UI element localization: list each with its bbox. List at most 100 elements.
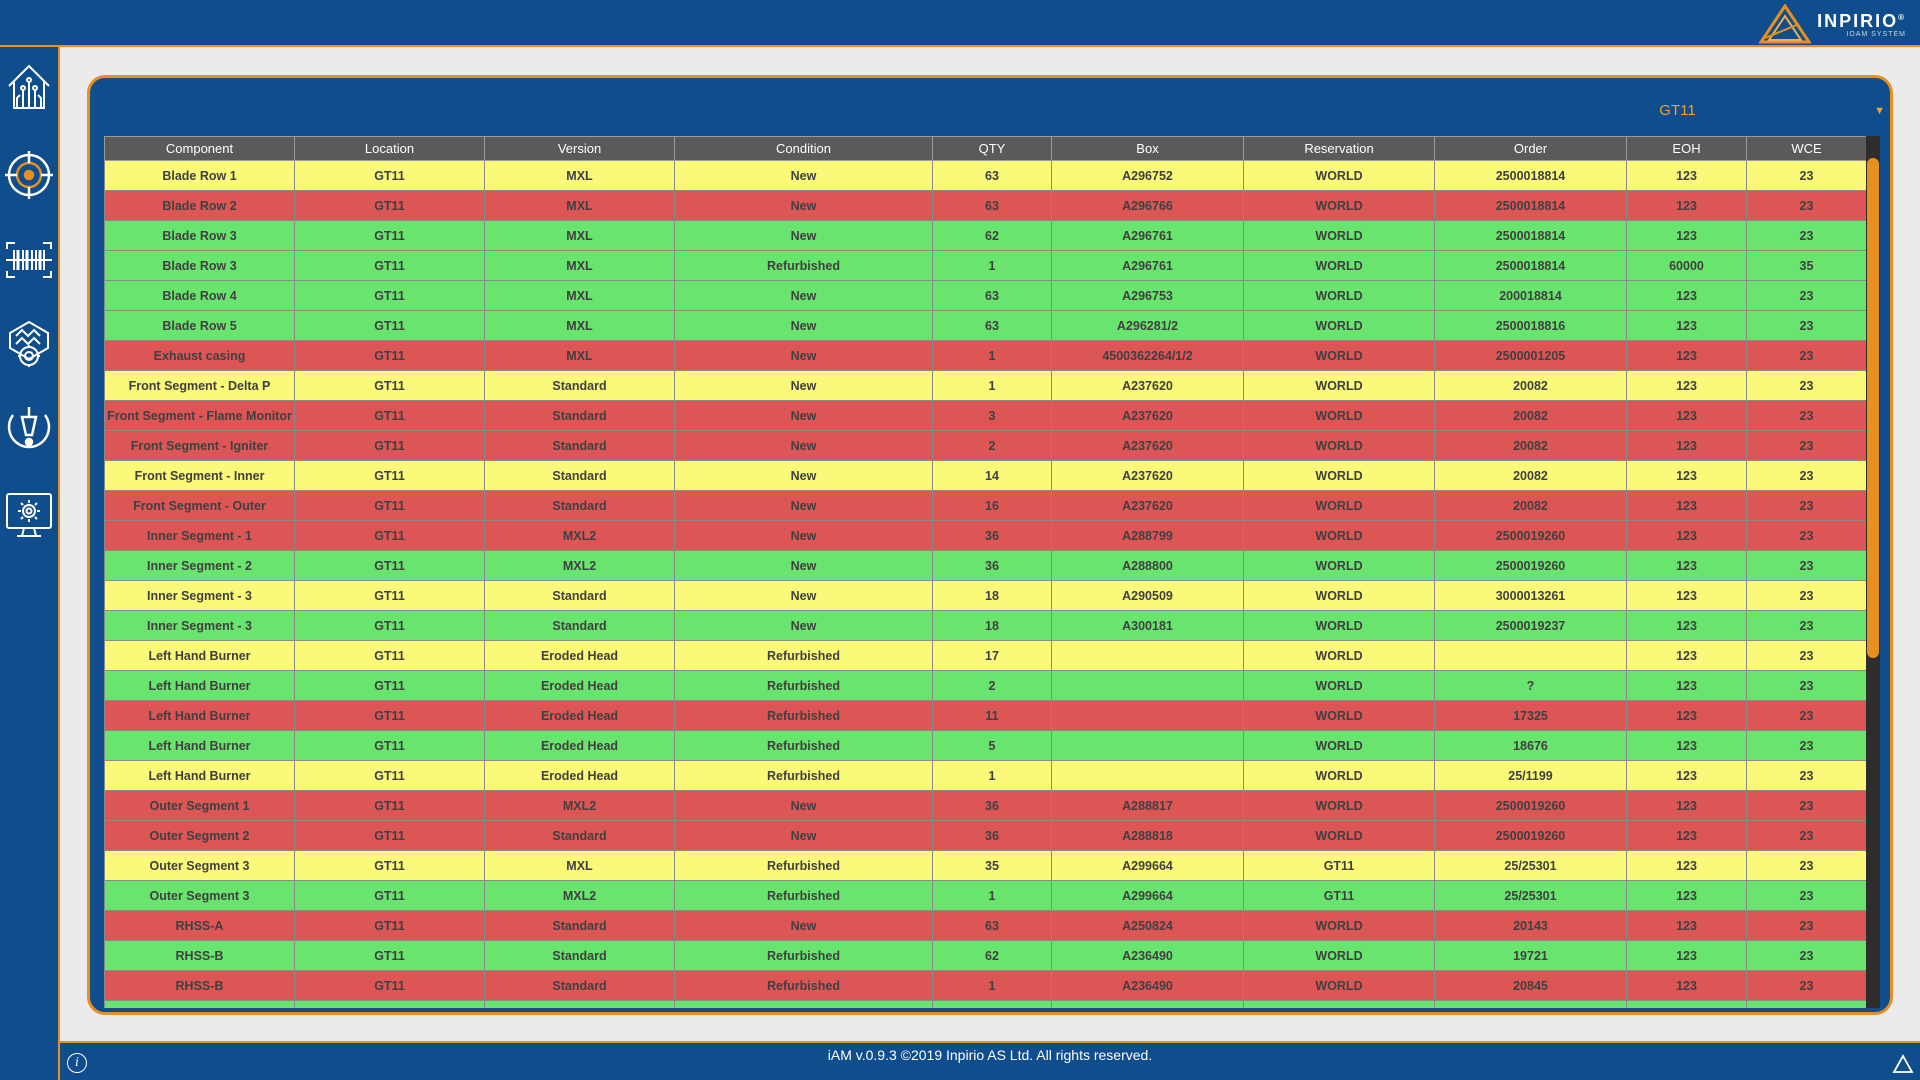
table-row[interactable]: Blade Row 4 GT11 MXL New 63 A296753 WORLD 20001…: [104, 280, 1867, 311]
table-cell: [1626, 1000, 1747, 1008]
table-cell: GT11: [294, 340, 485, 371]
table-cell: WORLD: [1243, 280, 1435, 311]
table-cell: 1: [932, 970, 1052, 1001]
sidebar-item-settings[interactable]: [0, 480, 58, 550]
table-cell: 123: [1626, 370, 1747, 401]
table-row[interactable]: Inner Segment - 1 GT11 MXL2 New 36 A288799 WOR…: [104, 520, 1867, 551]
table-row[interactable]: Front Segment - Igniter GT11 Standard New 2 A…: [104, 430, 1867, 461]
table-cell: A236490: [1051, 940, 1244, 971]
home-circuit-icon: [8, 64, 50, 109]
table-cell: 16: [932, 490, 1052, 521]
inpirio-triangle-icon: [1759, 3, 1812, 43]
table-row[interactable]: Inner Segment - 2 GT11 MXL2 New 36 A288800 WOR…: [104, 550, 1867, 581]
table-row[interactable]: RHSS-B GT11 Standard Refurbished 1 A236490 WOR…: [104, 970, 1867, 1001]
column-header[interactable]: Box: [1051, 136, 1244, 161]
table-cell: Standard: [484, 940, 675, 971]
column-header[interactable]: Order: [1434, 136, 1627, 161]
table-cell: [104, 1000, 295, 1008]
table-row[interactable]: Blade Row 1 GT11 MXL New 63 A296752 WORLD 25000…: [104, 160, 1867, 191]
table-cell: 23: [1746, 820, 1867, 851]
column-header[interactable]: Reservation: [1243, 136, 1435, 161]
barcode-scanner-icon: [6, 242, 52, 278]
table-row[interactable]: Outer Segment 3 GT11 MXL2 Refurbished 1 A2996…: [104, 880, 1867, 911]
table-row[interactable]: Blade Row 3 GT11 MXL New 62 A296761 WORLD 25000…: [104, 220, 1867, 251]
table-cell: 1: [932, 340, 1052, 371]
table-cell: New: [674, 460, 933, 491]
table-row[interactable]: Blade Row 3 GT11 MXL Refurbished 1 A296761 WOR…: [104, 250, 1867, 281]
table-cell: GT11: [1243, 850, 1435, 881]
table-cell: 123: [1626, 310, 1747, 341]
table-row[interactable]: Left Hand Burner GT11 Eroded Head Refurbish…: [104, 700, 1867, 731]
sidebar-item-parts[interactable]: [0, 310, 58, 380]
table-cell: A237620: [1051, 400, 1244, 431]
table-row[interactable]: Inner Segment - 3 GT11 Standard New 18 A29050…: [104, 580, 1867, 611]
sidebar-item-home[interactable]: [0, 52, 58, 122]
table-row[interactable]: Front Segment - Delta P GT11 Standard New 1 A…: [104, 370, 1867, 401]
column-header[interactable]: EOH: [1626, 136, 1747, 161]
table-cell: New: [674, 550, 933, 581]
table-row[interactable]: Front Segment - Outer GT11 Standard New 16 A2…: [104, 490, 1867, 521]
table-cell: New: [674, 220, 933, 251]
table-cell: 17: [932, 640, 1052, 671]
table-cell: A237620: [1051, 460, 1244, 491]
table-cell: 63: [932, 910, 1052, 941]
table-cell: A299664: [1051, 880, 1244, 911]
column-header[interactable]: Condition: [674, 136, 933, 161]
triangle-logo-icon[interactable]: [1892, 1054, 1914, 1074]
table-cell: [674, 1000, 933, 1008]
table-row[interactable]: Front Segment - Flame Monitor GT11 Standar…: [104, 400, 1867, 431]
scrollbar-thumb[interactable]: [1867, 158, 1879, 658]
table-cell: 123: [1626, 580, 1747, 611]
table-row[interactable]: Blade Row 5 GT11 MXL New 63 A296281/2 WORLD 250…: [104, 310, 1867, 341]
chevron-down-icon: ▼: [1874, 105, 1885, 117]
table-cell: GT11: [294, 790, 485, 821]
column-header[interactable]: Component: [104, 136, 295, 161]
table-cell: Refurbished: [674, 700, 933, 731]
table-cell: A236490: [1051, 970, 1244, 1001]
table-row[interactable]: Outer Segment 1 GT11 MXL2 New 36 A288817 WORLD…: [104, 790, 1867, 821]
table-row[interactable]: [104, 1000, 1867, 1008]
table-cell: A300181: [1051, 610, 1244, 641]
column-header[interactable]: WCE: [1746, 136, 1867, 161]
table-cell: [1051, 1000, 1244, 1008]
table-cell: 63: [932, 160, 1052, 191]
table-cell: Standard: [484, 910, 675, 941]
column-header[interactable]: Location: [294, 136, 485, 161]
table-row[interactable]: Outer Segment 2 GT11 Standard New 36 A288818 W…: [104, 820, 1867, 851]
table-cell: 123: [1626, 700, 1747, 731]
table-cell: Refurbished: [674, 670, 933, 701]
table-row[interactable]: Inner Segment - 3 GT11 Standard New 18 A30018…: [104, 610, 1867, 641]
info-icon[interactable]: i: [67, 1053, 87, 1073]
table-scrollbar[interactable]: [1866, 136, 1880, 1008]
table-cell: Refurbished: [674, 730, 933, 761]
table-row[interactable]: Left Hand Burner GT11 Eroded Head Refurbish…: [104, 730, 1867, 761]
table-row[interactable]: Left Hand Burner GT11 Eroded Head Refurbish…: [104, 760, 1867, 791]
table-cell: A250824: [1051, 910, 1244, 941]
table-cell: ?: [1434, 670, 1627, 701]
sidebar-item-alerts[interactable]: [0, 395, 58, 465]
table-cell: 11: [932, 700, 1052, 731]
table-row[interactable]: RHSS-B GT11 Standard Refurbished 62 A236490 WO…: [104, 940, 1867, 971]
table-row[interactable]: Left Hand Burner GT11 Eroded Head Refurbish…: [104, 670, 1867, 701]
table-row[interactable]: Outer Segment 3 GT11 MXL Refurbished 35 A2996…: [104, 850, 1867, 881]
table-cell: [484, 1000, 675, 1008]
location-selector-value: GT11: [1659, 102, 1696, 119]
table-cell: Refurbished: [674, 970, 933, 1001]
table-cell: 123: [1626, 430, 1747, 461]
table-cell: A237620: [1051, 370, 1244, 401]
table-row[interactable]: Blade Row 2 GT11 MXL New 63 A296766 WORLD 25000…: [104, 190, 1867, 221]
location-selector[interactable]: GT11 ▼: [1470, 100, 1885, 122]
table-cell: MXL2: [484, 880, 675, 911]
column-header[interactable]: QTY: [932, 136, 1052, 161]
sidebar-item-scanner[interactable]: [0, 225, 58, 295]
table-row[interactable]: RHSS-A GT11 Standard New 63 A250824 WORLD 20143…: [104, 910, 1867, 941]
table-row[interactable]: Exhaust casing GT11 MXL New 1 4500362264/1/2 W…: [104, 340, 1867, 371]
table-row[interactable]: Left Hand Burner GT11 Eroded Head Refurbish…: [104, 640, 1867, 671]
table-cell: MXL: [484, 190, 675, 221]
table-cell: MXL: [484, 310, 675, 341]
sidebar-item-target[interactable]: [0, 140, 58, 210]
column-header[interactable]: Version: [484, 136, 675, 161]
table-cell: 35: [932, 850, 1052, 881]
table-cell: A288818: [1051, 820, 1244, 851]
table-row[interactable]: Front Segment - Inner GT11 Standard New 14 A2…: [104, 460, 1867, 491]
